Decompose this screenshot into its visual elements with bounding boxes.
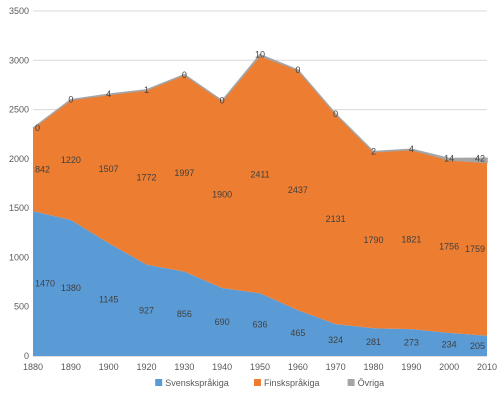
legend-item-2: Övriga	[347, 378, 385, 388]
data-label: 0	[35, 123, 40, 133]
data-label: 4	[409, 144, 414, 154]
legend-swatch	[347, 379, 355, 386]
x-tick-label: 1940	[212, 362, 232, 372]
data-label: 0	[295, 65, 300, 75]
data-label: 1821	[401, 234, 421, 244]
data-label: 842	[35, 165, 50, 175]
x-tick-label: 2000	[439, 362, 459, 372]
x-tick-label: 1930	[174, 362, 194, 372]
data-label: 1145	[99, 295, 118, 305]
data-label: 2131	[326, 214, 346, 224]
x-tick-label: 1920	[136, 362, 156, 372]
data-label: 2	[371, 147, 376, 157]
y-axis-ticks: 0 500 1000 1500 2000 2500 3000 3500	[9, 6, 29, 361]
x-tick-label: 2010	[477, 362, 497, 372]
series-2-area	[32, 53, 488, 164]
x-tick-label: 1950	[250, 362, 270, 372]
data-label: 690	[215, 317, 230, 327]
data-label: 2437	[288, 185, 308, 195]
data-label: 1900	[212, 189, 232, 199]
y-tick-label: 3000	[9, 55, 29, 65]
data-label: 465	[290, 328, 305, 338]
x-tick-label: 1970	[326, 362, 346, 372]
data-label: 1790	[363, 235, 383, 245]
data-label: 1507	[99, 164, 119, 174]
x-axis-ticks: 1880 1890 1900 1920 1930 1940 1950 1960 1970 1980…	[23, 362, 497, 372]
legend-swatch	[254, 379, 261, 386]
data-label: 234	[442, 339, 457, 349]
data-label: 1220	[61, 155, 81, 165]
data-label: 1759	[465, 244, 485, 254]
data-label: 636	[252, 320, 267, 330]
data-label: 281	[366, 337, 381, 347]
data-label: 927	[139, 305, 154, 315]
x-tick-label: 1880	[23, 362, 43, 372]
series-0-area	[33, 211, 487, 356]
series-areas	[32, 53, 488, 356]
y-tick-label: 2000	[9, 154, 29, 164]
data-label: 14	[444, 153, 454, 163]
x-tick-label: 1960	[288, 362, 308, 372]
data-label: 1	[144, 85, 149, 95]
data-labels: 1470 1380 1145 927 856 690 636 465 324 281 273 234 2…	[35, 50, 485, 351]
data-label: 10	[255, 50, 265, 60]
legend: Svenskspråkiga Finskspråkiga Övriga	[155, 378, 384, 388]
data-label: 1756	[439, 241, 459, 251]
legend-swatch	[155, 379, 163, 386]
x-tick-label: 1900	[99, 362, 119, 372]
data-label: 1772	[136, 172, 156, 182]
data-label: 42	[475, 153, 485, 163]
y-tick-label: 500	[14, 302, 29, 312]
data-label: 0	[220, 96, 225, 106]
y-tick-label: 0	[24, 351, 29, 361]
data-label: 205	[470, 341, 485, 351]
data-label: 273	[404, 338, 419, 348]
y-tick-label: 1500	[9, 203, 29, 213]
legend-label: Svenskspråkiga	[165, 378, 229, 388]
y-tick-label: 3500	[9, 6, 29, 16]
data-label: 1470	[35, 279, 55, 289]
x-tick-label: 1890	[61, 362, 81, 372]
y-tick-label: 2500	[9, 105, 29, 115]
series-1-area	[33, 55, 487, 336]
data-label: 856	[177, 309, 192, 319]
data-label: 2411	[250, 169, 269, 179]
data-label: 1997	[174, 168, 194, 178]
data-label: 0	[68, 95, 73, 105]
legend-label: Övriga	[358, 378, 385, 388]
data-label: 4	[106, 89, 111, 99]
legend-label: Finskspråkiga	[264, 378, 320, 388]
y-tick-label: 1000	[9, 252, 29, 262]
legend-item-0: Svenskspråkiga	[155, 378, 229, 388]
x-tick-label: 1990	[401, 362, 421, 372]
data-label: 324	[328, 335, 343, 345]
data-label: 0	[182, 70, 187, 80]
legend-item-1: Finskspråkiga	[254, 378, 320, 388]
data-label: 1380	[61, 283, 81, 293]
x-tick-label: 1980	[363, 362, 383, 372]
data-label: 0	[333, 109, 338, 119]
